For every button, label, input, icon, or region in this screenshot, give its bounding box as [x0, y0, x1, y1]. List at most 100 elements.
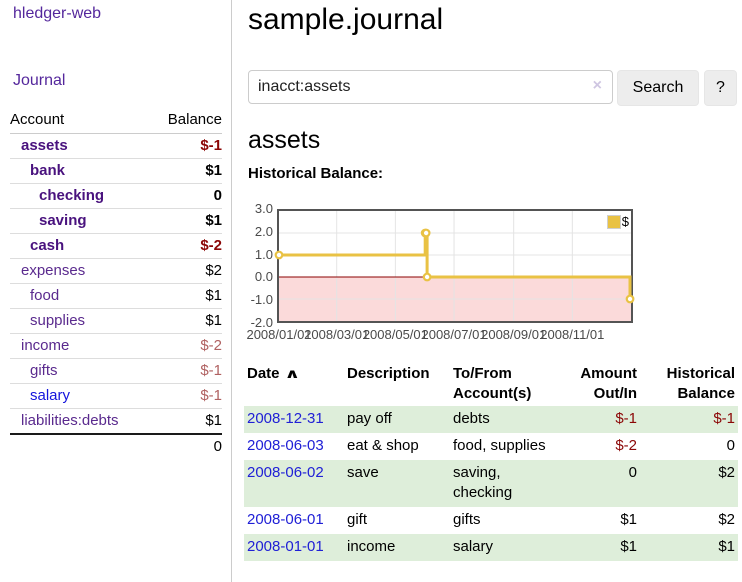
register-header-description: Description: [344, 362, 450, 406]
account-balance: $1: [116, 408, 222, 434]
account-name-cell: food: [10, 283, 116, 309]
x-tick-label: 2008/11/01: [540, 327, 605, 342]
sidebar-account-link-expenses[interactable]: expenses: [21, 262, 86, 279]
register-header-label: Account(s): [453, 385, 532, 402]
historical-balance-chart: $ 3.0 2.0 1.0 0.0 -1.0 -2.0 2008/01/01 2008/03…: [244, 202, 714, 355]
legend-swatch-icon: [606, 214, 621, 229]
search-button[interactable]: Search: [617, 70, 699, 106]
sidebar-account-row: bank $1: [10, 158, 222, 184]
account-name-cell: checking: [10, 183, 116, 209]
register-header-label: To/From: [453, 365, 512, 382]
sidebar-account-row: cash $-2: [10, 233, 222, 259]
y-tick-label: 2.0: [254, 223, 273, 239]
chart-heading: Historical Balance:: [248, 165, 384, 182]
register-amount-cell: $-2: [615, 437, 637, 454]
chart-legend: $: [606, 214, 629, 229]
register-balance-cell: $-1: [713, 410, 735, 427]
legend-label: $: [621, 214, 629, 229]
sidebar-account-row: assets $-1: [10, 134, 222, 159]
register-description-cell: income: [347, 538, 396, 555]
sidebar-account-link-cash[interactable]: cash: [30, 237, 65, 254]
register-balance-cell: 0: [726, 437, 735, 454]
account-balance: $1: [116, 308, 222, 334]
x-tick-label: 2008/07/01: [421, 327, 487, 342]
sidebar-account-link-bank[interactable]: bank: [30, 162, 66, 179]
register-description-cell: eat & shop: [347, 437, 419, 454]
accounts-table: Account Balance assets $-1 bank $1 checking 0…: [10, 108, 222, 459]
sidebar-account-link-gifts[interactable]: gifts: [30, 362, 58, 379]
account-name-cell: income: [10, 333, 116, 359]
sidebar-account-row: checking 0: [10, 183, 222, 209]
register-amount-cell: $1: [620, 538, 637, 555]
sidebar-account-link-food[interactable]: food: [30, 287, 60, 304]
account-name-cell: liabilities:debts: [10, 408, 119, 434]
main-content: sample.journal × Search ? assets Histori…: [232, 0, 742, 582]
register-accounts-cell: debts: [453, 410, 490, 427]
register-row: 2008-06-03 eat & shop food, supplies $-2 0: [244, 433, 738, 460]
register-description-cell: save: [347, 464, 379, 481]
register-amount-cell: 0: [628, 464, 637, 481]
clear-search-icon[interactable]: ×: [592, 77, 602, 94]
account-heading: assets: [248, 126, 321, 154]
sidebar-account-link-salary[interactable]: salary: [30, 387, 71, 404]
register-amount-cell: $1: [620, 511, 637, 528]
account-balance: $-2: [116, 333, 222, 359]
register-header-amount: Amount Out/In: [555, 362, 640, 406]
sidebar-account-row: expenses $2: [10, 258, 222, 284]
sidebar-account-row: income $-2: [10, 333, 222, 359]
accounts-table-header: Account Balance: [10, 108, 222, 134]
transaction-date-link[interactable]: 2008-06-01: [247, 511, 324, 528]
account-balance: $-1: [200, 137, 222, 154]
brand-link[interactable]: hledger-web: [13, 5, 102, 22]
sidebar-item-journal[interactable]: Journal: [13, 72, 66, 89]
register-accounts-cell: salary: [453, 538, 494, 555]
account-balance: $1: [116, 208, 222, 234]
sidebar-account-row: gifts $-1: [10, 358, 222, 384]
sidebar-account-link-assets[interactable]: assets: [21, 137, 68, 154]
sidebar-account-link-checking[interactable]: checking: [39, 187, 105, 204]
register-header-date[interactable]: Date ∧: [244, 362, 344, 406]
register-header-label: Description: [347, 365, 430, 382]
register-header-to-from: To/From Account(s): [450, 362, 555, 406]
search-input[interactable]: [248, 70, 613, 104]
sidebar-account-link-income[interactable]: income: [21, 337, 70, 354]
sidebar-account-link-supplies[interactable]: supplies: [30, 312, 86, 329]
register-date-cell: 2008-06-02: [244, 460, 344, 507]
register-row: 2008-06-02 save saving, checking 0 $2: [244, 460, 738, 507]
sort-asc-icon[interactable]: ∧: [283, 366, 300, 381]
sidebar-account-link-liabilities-debts[interactable]: liabilities:debts: [21, 412, 119, 429]
register-header-label: Balance: [677, 385, 735, 402]
accounts-total-value: 0: [10, 433, 222, 459]
y-tick-label: 0.0: [254, 269, 273, 285]
y-tick-label: -1.0: [250, 292, 273, 308]
accounts-header-account: Account: [10, 108, 116, 134]
page-title: sample.journal: [248, 3, 444, 36]
account-name-cell: bank: [10, 158, 116, 184]
help-button[interactable]: ?: [704, 70, 737, 106]
account-balance: $2: [116, 258, 222, 284]
register-date-cell: 2008-06-01: [244, 507, 344, 534]
accounts-header-balance: Balance: [116, 108, 222, 134]
account-balance: $-2: [116, 233, 222, 259]
y-tick-label: 1.0: [254, 246, 273, 262]
register-balance-cell: $2: [718, 464, 735, 481]
register-date-cell: 2008-12-31: [244, 406, 344, 433]
transaction-date-link[interactable]: 2008-06-02: [247, 464, 324, 481]
x-tick-label: 2008/05/01: [362, 327, 428, 342]
x-tick-label: 2008/09/01: [481, 327, 547, 342]
register-row: 2008-12-31 pay off debts $-1 $-1: [244, 406, 738, 433]
sidebar: hledger-web Journal Account Balance asse…: [0, 0, 232, 582]
register-description-cell: gift: [347, 511, 368, 528]
account-name-cell: cash: [10, 233, 116, 259]
register-row: 2008-06-01 gift gifts $1 $2: [244, 507, 738, 534]
transaction-date-link[interactable]: 2008-06-03: [247, 437, 324, 454]
register-accounts-cell: food, supplies: [453, 437, 546, 454]
sidebar-account-row: saving $1: [10, 208, 222, 234]
sidebar-account-row: salary $-1: [10, 383, 222, 409]
sidebar-account-row: supplies $1: [10, 308, 222, 334]
sidebar-account-link-saving[interactable]: saving: [39, 212, 87, 229]
transaction-date-link[interactable]: 2008-12-31: [247, 410, 324, 427]
sidebar-account-row: liabilities:debts $1: [10, 408, 222, 434]
register-header-historical: Historical Balance: [640, 362, 738, 406]
transaction-date-link[interactable]: 2008-01-01: [247, 538, 324, 555]
